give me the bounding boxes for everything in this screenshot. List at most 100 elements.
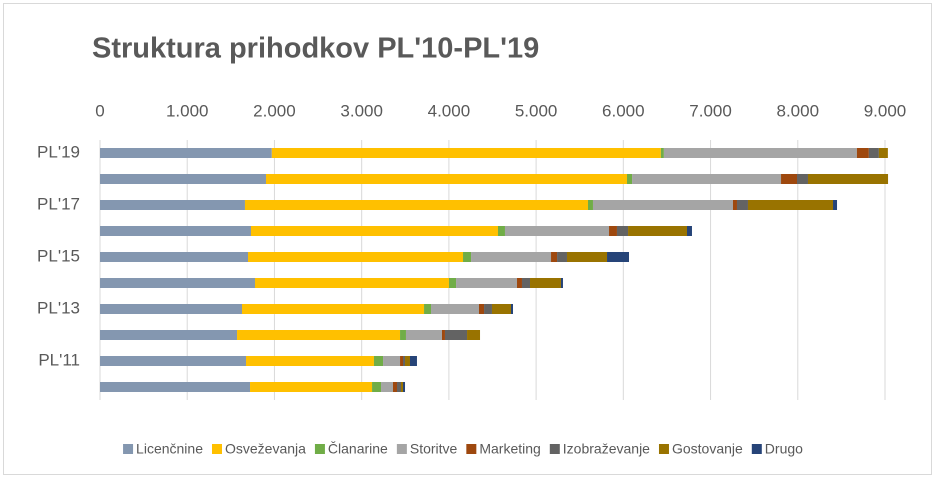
legend-label: Storitve	[410, 441, 458, 457]
bar-segment	[448, 278, 457, 288]
bar-segment	[100, 278, 255, 288]
chart-border	[3, 3, 932, 475]
bar-segment	[491, 304, 511, 314]
y-tick-label: PL'17	[37, 194, 80, 213]
bar-segment	[736, 200, 748, 210]
bar-segment	[396, 382, 402, 392]
bar-segment	[392, 382, 397, 392]
x-tick-label: 5.000	[515, 101, 558, 120]
bar-segment	[100, 252, 249, 262]
legend-swatch	[466, 444, 477, 454]
bar-segment	[409, 356, 417, 366]
x-tick-label: 1.000	[166, 101, 209, 120]
bar-segment	[405, 330, 442, 340]
bar-segment	[100, 148, 272, 158]
bar-segment	[383, 356, 401, 366]
legend-swatch	[751, 444, 762, 454]
bar-segment	[796, 174, 808, 184]
bar-segment	[510, 304, 513, 314]
bar-segment	[271, 148, 661, 158]
bar-segment	[878, 148, 888, 158]
bar-segment	[868, 148, 879, 158]
bar-segment	[250, 382, 373, 392]
bar-segment	[557, 252, 567, 262]
legend-label: Gostovanje	[672, 441, 743, 457]
bar-segment	[100, 174, 266, 184]
bar-segment	[616, 226, 629, 236]
bar-segment	[566, 252, 608, 262]
bar-segment	[628, 226, 688, 236]
bar-segment	[592, 200, 733, 210]
bar-segment	[431, 304, 479, 314]
x-tick-label: 8.000	[777, 101, 820, 120]
bar-segment	[100, 330, 238, 340]
y-tick-label: PL'11	[38, 350, 80, 369]
legend-swatch	[123, 444, 134, 454]
bar-segment	[244, 200, 589, 210]
bar-segment	[467, 330, 481, 340]
bar-segment	[444, 330, 468, 340]
bar-segment	[497, 226, 505, 236]
bar-segment	[241, 304, 425, 314]
bar-segment	[560, 278, 563, 288]
bar-segment	[400, 356, 404, 366]
bar-segment	[504, 226, 610, 236]
bar-segment	[521, 278, 531, 288]
legend-label: Osveževanja	[225, 441, 306, 457]
x-tick-label: 2.000	[253, 101, 296, 120]
bar-segment	[609, 226, 617, 236]
x-tick-label: 3.000	[340, 101, 383, 120]
legend-swatch	[396, 444, 407, 454]
legend-swatch	[211, 444, 222, 454]
bar-segment	[456, 278, 518, 288]
x-tick-label: 6.000	[602, 101, 645, 120]
x-tick-label: 7.000	[689, 101, 732, 120]
legend-label: Članarine	[328, 441, 388, 457]
legend-swatch	[658, 444, 669, 454]
bar-segment	[237, 330, 401, 340]
legend-label: Izobraževanje	[563, 441, 650, 457]
bar-segment	[781, 174, 797, 184]
bar-segment	[833, 200, 838, 210]
bar-segment	[856, 148, 869, 158]
bar-segment	[424, 304, 432, 314]
x-tick-label: 0	[95, 101, 104, 120]
legend-label: Licenčnine	[136, 441, 203, 457]
bar-segment	[381, 382, 393, 392]
bar-segment	[551, 252, 558, 262]
bar-segment	[100, 304, 242, 314]
bar-segment	[100, 200, 245, 210]
bar-segment	[441, 330, 445, 340]
bar-segment	[463, 252, 472, 262]
legend-swatch	[549, 444, 560, 454]
bar-segment	[246, 356, 374, 366]
bar-segment	[100, 356, 247, 366]
bar-segment	[265, 174, 627, 184]
bar-segment	[400, 330, 406, 340]
legend-label: Marketing	[479, 441, 540, 457]
x-tick-label: 9.000	[864, 101, 907, 120]
legend-label: Drugo	[765, 441, 803, 457]
bar-segment	[250, 226, 498, 236]
bar-segment	[687, 226, 692, 236]
bar-segment	[747, 200, 834, 210]
bar-segment	[607, 252, 630, 262]
bar-segment	[626, 174, 633, 184]
bar-segment	[254, 278, 449, 288]
bar-segment	[401, 382, 404, 392]
y-tick-label: PL'15	[37, 246, 80, 265]
bar-segment	[484, 304, 492, 314]
y-tick-label: PL'13	[37, 298, 80, 317]
bar-segment	[405, 356, 410, 366]
y-tick-label: PL'19	[37, 142, 80, 161]
bar-segment	[403, 356, 406, 366]
bar-segment	[660, 148, 664, 158]
bar-segment	[372, 382, 382, 392]
bar-segment	[403, 382, 406, 392]
x-tick-label: 4.000	[428, 101, 471, 120]
bar-segment	[100, 382, 251, 392]
bar-segment	[248, 252, 464, 262]
bar-segment	[632, 174, 782, 184]
bar-segment	[588, 200, 593, 210]
